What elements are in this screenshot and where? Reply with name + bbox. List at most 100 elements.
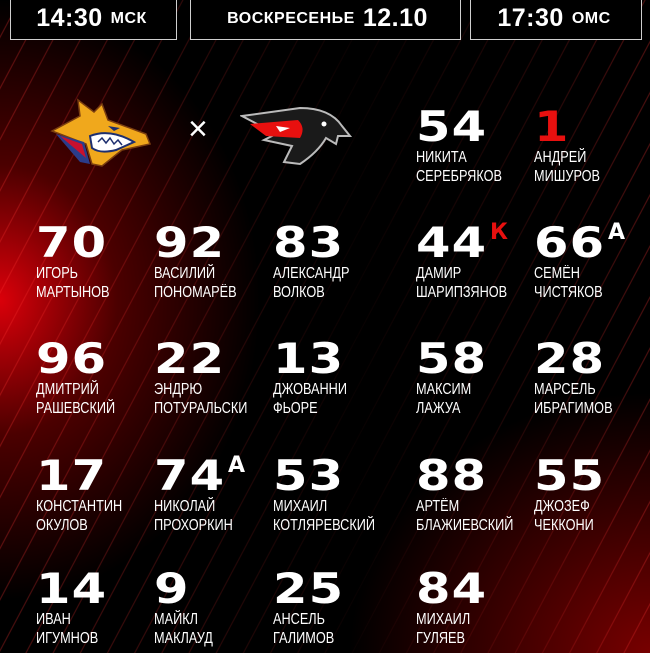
player-last-name: ЧИСТЯКОВ xyxy=(534,284,603,301)
player-first-name: ЭНДРЮ xyxy=(154,381,203,398)
player-last-name: ФЬОРЕ xyxy=(273,400,318,417)
versus-separator: × xyxy=(188,110,208,148)
player-card: 83 АЛЕКСАНДР ВОЛКОВ xyxy=(273,222,393,302)
player-card: 66 А СЕМЁН ЧИСТЯКОВ xyxy=(534,218,650,302)
player-first-name: ДАМИР xyxy=(416,265,462,282)
player-first-name: АРТЁМ xyxy=(416,498,460,515)
player-last-name: СЕРЕБРЯКОВ xyxy=(416,168,502,185)
date: 12.10 xyxy=(362,4,428,32)
moscow-time-box: 14:30 МСК xyxy=(10,0,177,40)
oms-label: ОМС xyxy=(571,9,611,27)
player-card: 53 МИХАИЛ КОТЛЯРЕВСКИЙ xyxy=(273,455,393,535)
player-number: 9 xyxy=(154,564,190,613)
player-number: 70 xyxy=(36,218,108,267)
player-card: 88 АРТЁМ БЛАЖИЕВСКИЙ xyxy=(416,455,536,535)
player-first-name: ИВАН xyxy=(36,611,71,628)
player-card: 1 АНДРЕЙ МИШУРОВ xyxy=(534,106,650,186)
player-first-name: АЛЕКСАНДР xyxy=(273,265,350,282)
player-first-name: МИХАИЛ xyxy=(273,498,328,515)
player-card: 74 А НИКОЛАЙ ПРОХОРКИН xyxy=(154,453,274,535)
player-number: 92 xyxy=(154,218,226,267)
player-first-name: СЕМЁН xyxy=(534,265,580,282)
player-first-name: ДЖОЗЕФ xyxy=(534,498,590,515)
date-box: ВОСКРЕСЕНЬЕ 12.10 xyxy=(190,0,461,40)
player-number: 66 xyxy=(534,218,606,267)
captain-badge: К xyxy=(490,220,508,245)
player-last-name: ОКУЛОВ xyxy=(36,517,88,534)
player-last-name: МИШУРОВ xyxy=(534,168,601,185)
player-card: 25 АНСЕЛЬ ГАЛИМОВ xyxy=(273,568,393,648)
player-number: 44 xyxy=(416,218,488,267)
player-last-name: ВОЛКОВ xyxy=(273,284,325,301)
player-first-name: АНДРЕЙ xyxy=(534,149,587,166)
player-card: 54 НИКИТА СЕРЕБРЯКОВ xyxy=(416,106,536,186)
player-card: 92 ВАСИЛИЙ ПОНОМАРЁВ xyxy=(154,222,274,302)
player-card: 44 К ДАМИР ШАРИПЗЯНОВ xyxy=(416,220,536,302)
player-last-name: ПОТУРАЛЬСКИ xyxy=(154,400,248,417)
player-card: 22 ЭНДРЮ ПОТУРАЛЬСКИ xyxy=(154,338,274,418)
player-number: 83 xyxy=(273,218,345,267)
player-last-name: БЛАЖИЕВСКИЙ xyxy=(416,517,514,534)
player-first-name: ИГОРЬ xyxy=(36,265,79,282)
player-last-name: ПОНОМАРЁВ xyxy=(154,284,237,301)
player-number: 58 xyxy=(416,334,488,383)
player-first-name: НИКИТА xyxy=(416,149,467,166)
player-first-name: КОНСТАНТИН xyxy=(36,498,123,515)
player-first-name: АНСЕЛЬ xyxy=(273,611,326,628)
alternate-captain-badge: А xyxy=(608,220,626,245)
player-card: 9 МАЙКЛ МАКЛАУД xyxy=(154,568,274,648)
player-last-name: РАШЕВСКИЙ xyxy=(36,400,116,417)
player-card: 70 ИГОРЬ МАРТЫНОВ xyxy=(36,222,156,302)
player-first-name: ДМИТРИЙ xyxy=(36,381,99,398)
player-last-name: ИБРАГИМОВ xyxy=(534,400,613,417)
avangard-hawk-logo-icon xyxy=(240,106,352,166)
player-last-name: МАРТЫНОВ xyxy=(36,284,110,301)
player-last-name: ИГУМНОВ xyxy=(36,630,99,647)
player-last-name: ШАРИПЗЯНОВ xyxy=(416,284,508,301)
player-first-name: МАРСЕЛЬ xyxy=(534,381,596,398)
player-card: 17 КОНСТАНТИН ОКУЛОВ xyxy=(36,455,156,535)
player-first-name: НИКОЛАЙ xyxy=(154,498,216,515)
oms-time: 17:30 xyxy=(497,4,564,32)
player-last-name: ЛАЖУА xyxy=(416,400,461,417)
player-number: 14 xyxy=(36,564,108,613)
player-first-name: МИХАИЛ xyxy=(416,611,471,628)
player-first-name: ДЖОВАННИ xyxy=(273,381,347,398)
player-first-name: МАЙКЛ xyxy=(154,611,198,628)
player-card: 84 МИХАИЛ ГУЛЯЕВ xyxy=(416,568,536,648)
player-number: 88 xyxy=(416,451,488,500)
player-last-name: ГУЛЯЕВ xyxy=(416,630,466,647)
player-number: 13 xyxy=(273,334,345,383)
player-number: 25 xyxy=(273,564,345,613)
player-number: 28 xyxy=(534,334,606,383)
player-last-name: ПРОХОРКИН xyxy=(154,517,233,534)
player-card: 13 ДЖОВАННИ ФЬОРЕ xyxy=(273,338,393,418)
player-first-name: ВАСИЛИЙ xyxy=(154,265,216,282)
player-card: 58 МАКСИМ ЛАЖУА xyxy=(416,338,536,418)
player-number: 22 xyxy=(154,334,226,383)
player-last-name: ГАЛИМОВ xyxy=(273,630,335,647)
player-last-name: МАКЛАУД xyxy=(154,630,213,647)
player-card: 96 ДМИТРИЙ РАШЕВСКИЙ xyxy=(36,338,156,418)
day-label: ВОСКРЕСЕНЬЕ xyxy=(227,9,355,27)
metallurg-fox-logo-icon xyxy=(50,98,152,167)
player-number: 55 xyxy=(534,451,606,500)
player-number: 53 xyxy=(273,451,345,500)
player-number: 74 xyxy=(154,451,226,500)
player-card: 14 ИВАН ИГУМНОВ xyxy=(36,568,156,648)
player-number: 96 xyxy=(36,334,108,383)
player-card: 55 ДЖОЗЕФ ЧЕККОНИ xyxy=(534,455,650,535)
player-card: 28 МАРСЕЛЬ ИБРАГИМОВ xyxy=(534,338,650,418)
omsk-time-box: 17:30 ОМС xyxy=(470,0,642,40)
player-number: 17 xyxy=(36,451,108,500)
player-last-name: ЧЕККОНИ xyxy=(534,517,594,534)
player-number: 1 xyxy=(534,102,570,151)
msk-label: МСК xyxy=(110,9,147,27)
msk-time: 14:30 xyxy=(36,4,103,32)
player-first-name: МАКСИМ xyxy=(416,381,472,398)
player-last-name: КОТЛЯРЕВСКИЙ xyxy=(273,517,376,534)
player-number: 84 xyxy=(416,564,488,613)
player-number: 54 xyxy=(416,102,488,151)
alternate-captain-badge: А xyxy=(228,453,246,478)
